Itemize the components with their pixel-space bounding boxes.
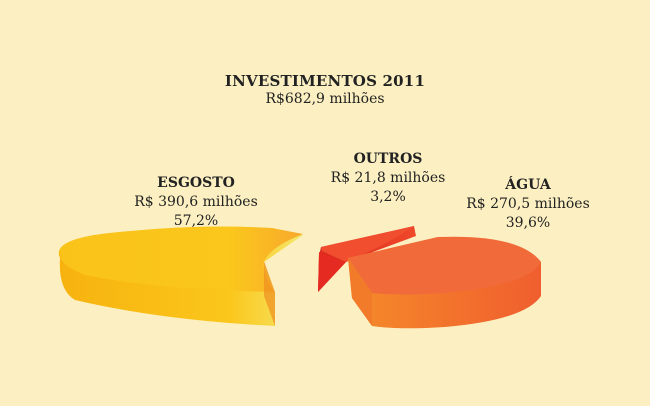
slice-percent: 39,6%: [505, 215, 551, 231]
slice-name: OUTROS: [353, 151, 423, 167]
label-outros: OUTROS R$ 21,8 milhões 3,2%: [298, 150, 478, 207]
chart-title: INVESTIMENTOS 2011: [224, 72, 426, 90]
slice-esgosto: [58, 226, 303, 326]
slice-value: R$ 21,8 milhões: [330, 170, 446, 186]
slice-percent: 57,2%: [173, 213, 219, 229]
slice-name: ÁGUA: [505, 177, 551, 193]
slice-value: R$ 390,6 milhões: [134, 194, 258, 210]
slice-outros: [318, 226, 416, 292]
chart-subtitle: R$682,9 milhões: [265, 91, 385, 107]
label-esgosto: ESGOSTO R$ 390,6 milhões 57,2%: [106, 174, 286, 231]
slice-agua: [348, 236, 541, 329]
slice-percent: 3,2%: [370, 189, 406, 205]
slice-value: R$ 270,5 milhões: [466, 196, 590, 212]
slice-name: ESGOSTO: [157, 175, 235, 191]
label-agua: ÁGUA R$ 270,5 milhões 39,6%: [438, 176, 618, 233]
